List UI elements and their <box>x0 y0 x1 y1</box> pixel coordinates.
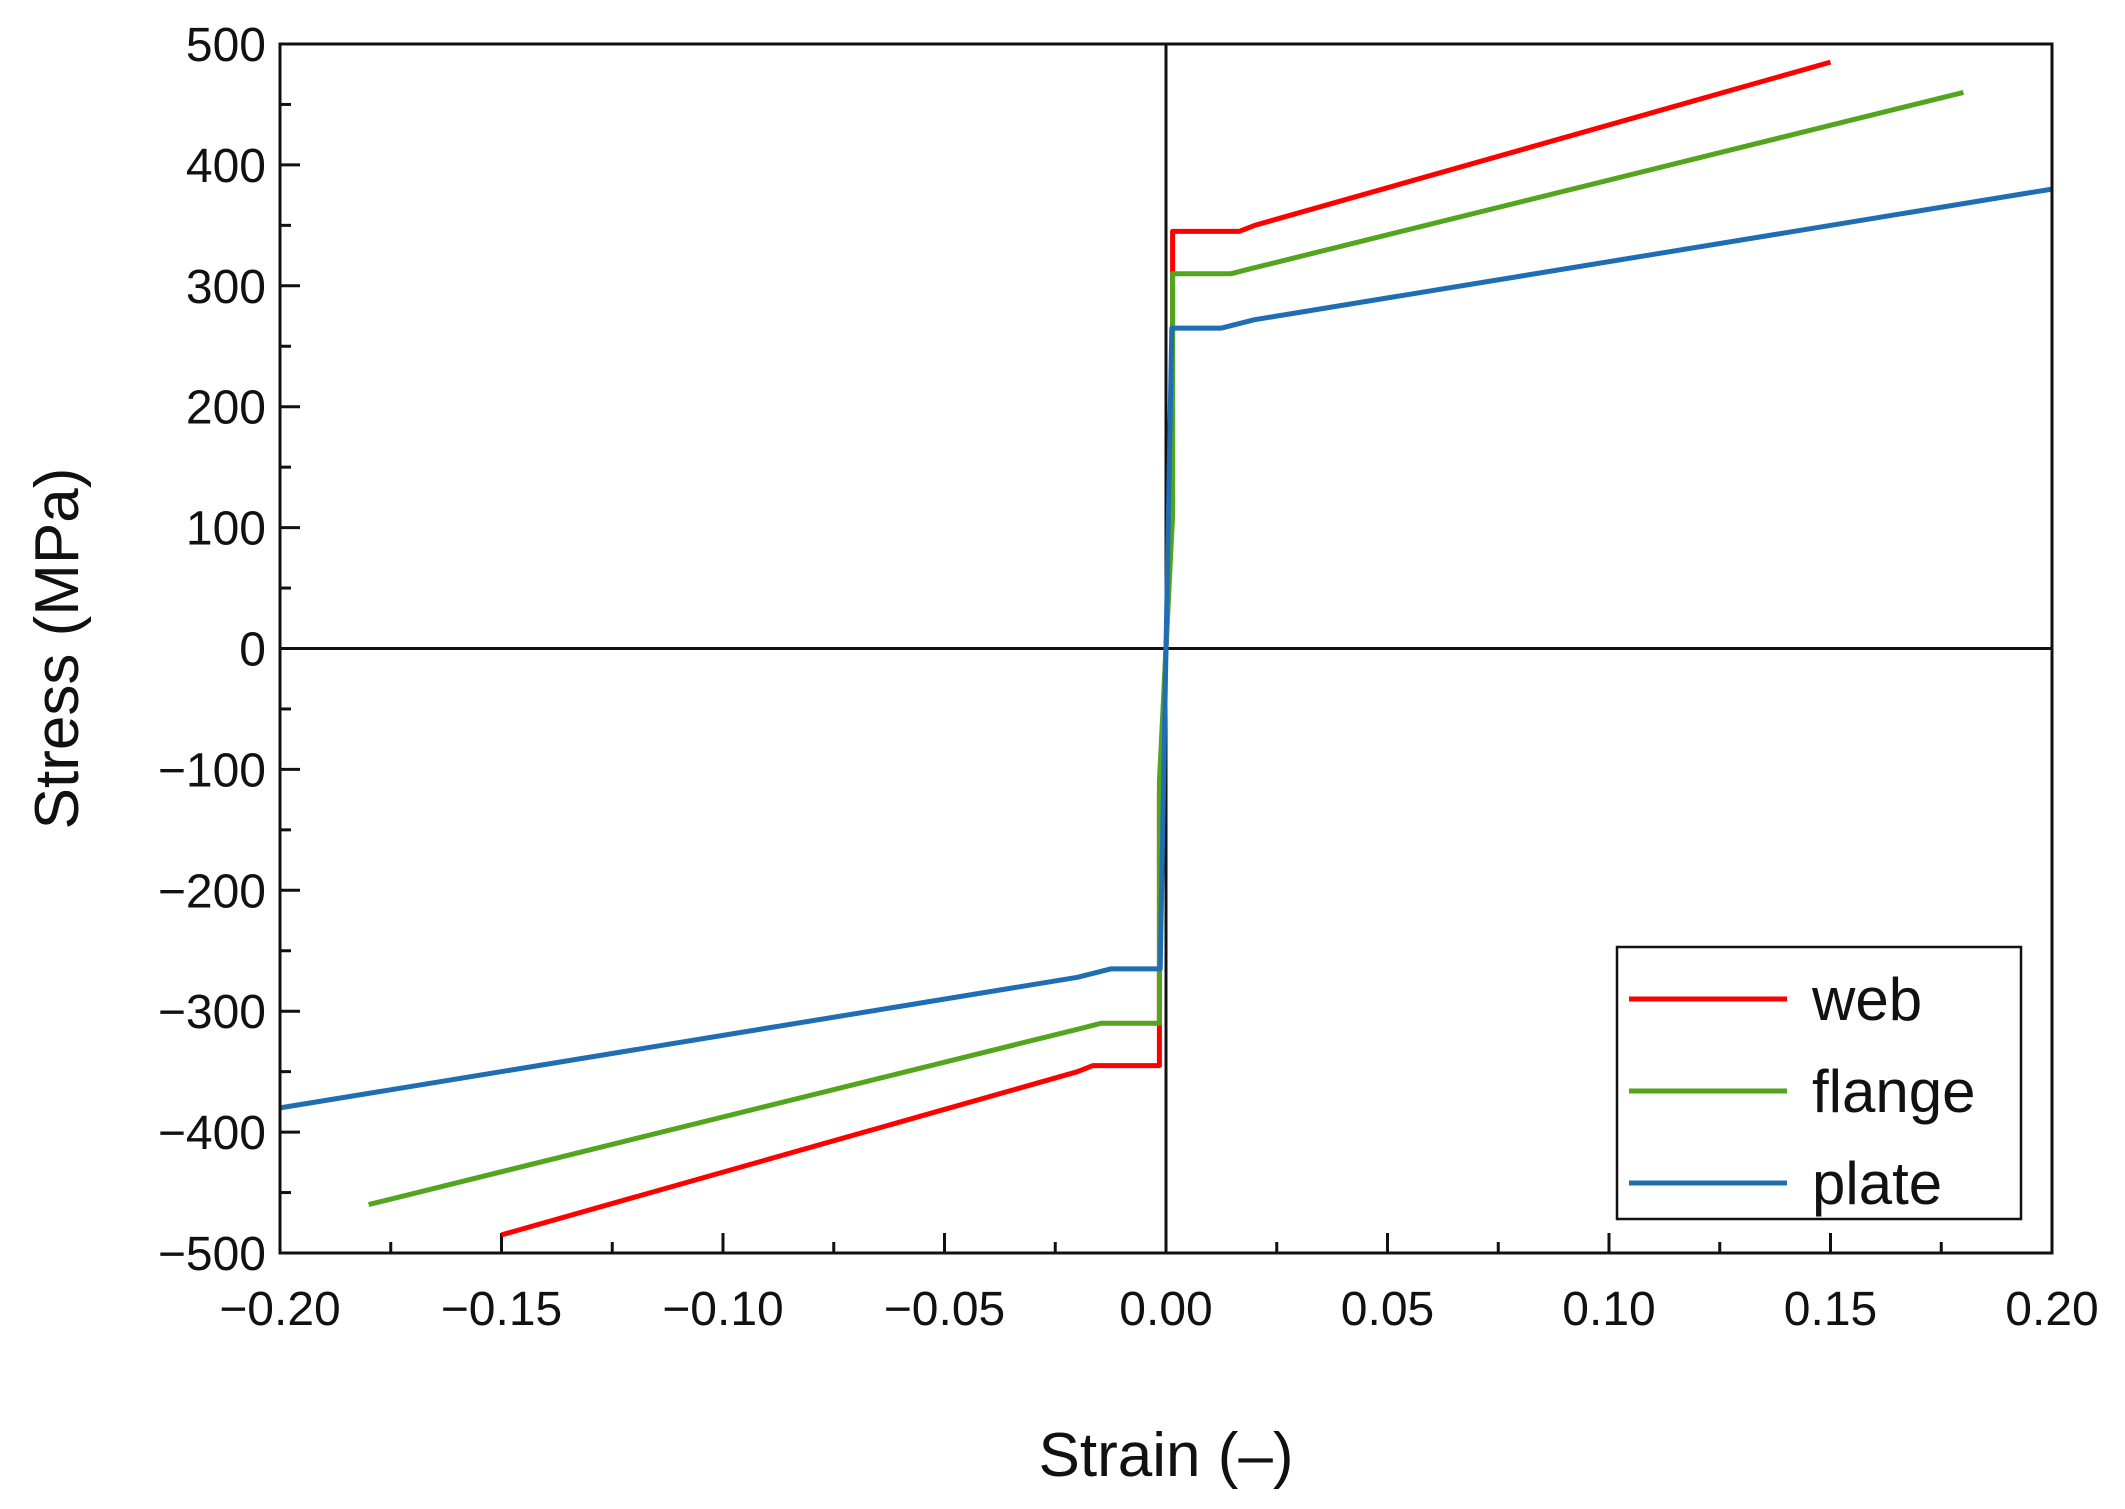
x-tick-label: −0.10 <box>662 1283 783 1336</box>
x-tick-label: −0.20 <box>219 1283 340 1336</box>
y-tick-label: −200 <box>158 865 266 918</box>
y-tick-label: 500 <box>186 19 266 72</box>
x-tick-label: 0.20 <box>2005 1283 2098 1336</box>
series-line-plate <box>279 186 2053 1111</box>
y-axis-title: Stress (MPa) <box>23 468 92 830</box>
x-tick-label: −0.05 <box>884 1283 1005 1336</box>
legend-box <box>1615 945 2023 1221</box>
y-tick-label: −100 <box>158 744 266 797</box>
y-tick-label: 400 <box>186 140 266 193</box>
y-tick-label: 300 <box>186 261 266 314</box>
x-tick-label: −0.15 <box>441 1283 562 1336</box>
tick-labels: −0.20 −0.15 −0.10 −0.05 0.00 0.05 0.10 0.15 0.20… <box>158 19 2099 1336</box>
y-tick-label: −500 <box>158 1228 266 1281</box>
legend: web flange plate <box>1615 945 2023 1221</box>
x-tick-label: 0.15 <box>1784 1283 1877 1336</box>
y-tick-label: 200 <box>186 382 266 435</box>
y-tick-label: −400 <box>158 1107 266 1160</box>
y-tick-label: 0 <box>239 624 266 677</box>
y-tick-label: 100 <box>186 503 266 556</box>
legend-label-plate: plate <box>1812 1150 1942 1217</box>
plot-frame <box>278 42 2054 1255</box>
legend-label-flange: flange <box>1812 1058 1975 1125</box>
x-tick-label: 0.05 <box>1341 1283 1434 1336</box>
x-axis-title: Strain (–) <box>1039 1421 1294 1490</box>
series-layer <box>279 59 2053 1238</box>
x-tick-label: 0.00 <box>1119 1283 1212 1336</box>
y-tick-label: −300 <box>158 986 266 1039</box>
x-tick-label: 0.10 <box>1562 1283 1655 1336</box>
legend-label-web: web <box>1811 966 1922 1033</box>
